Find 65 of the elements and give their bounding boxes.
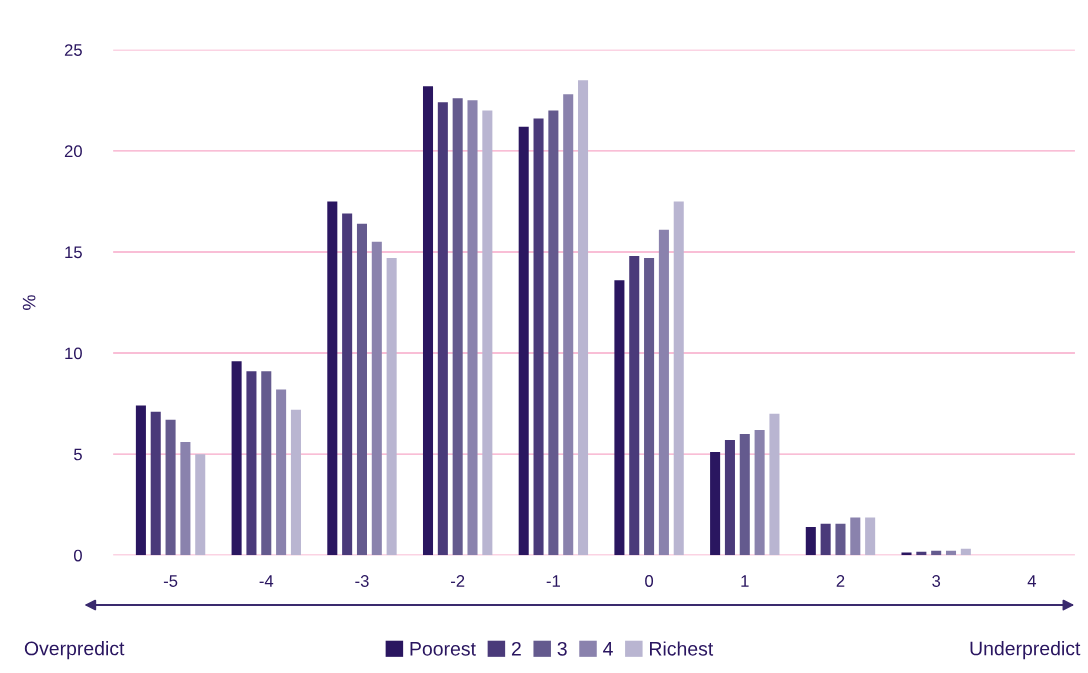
x-tick-label: 2 — [836, 575, 845, 587]
bar — [644, 258, 655, 556]
bar — [548, 110, 559, 556]
y-tick-label: 15 — [65, 246, 82, 259]
y-tick-label: 20 — [64, 145, 82, 158]
legend-label: Poorest — [410, 642, 476, 656]
x-tick-label: 1 — [741, 575, 749, 587]
bar — [754, 429, 765, 556]
bar — [356, 223, 367, 556]
bar — [533, 118, 544, 556]
bar — [246, 371, 257, 556]
bar — [865, 517, 876, 556]
bar — [482, 110, 493, 556]
bar — [658, 229, 669, 556]
bar — [422, 86, 434, 556]
text: Underpredict — [970, 641, 1081, 660]
text: Overpredict — [24, 641, 125, 660]
bar — [386, 258, 397, 556]
x-tick-label: -2 — [451, 575, 465, 587]
bar — [563, 94, 574, 556]
bar — [135, 405, 146, 556]
bar — [724, 439, 735, 556]
bar — [195, 454, 206, 556]
bar — [290, 409, 301, 556]
x-tick-label: 3 — [932, 575, 941, 587]
bar — [231, 361, 242, 556]
bar — [371, 241, 382, 556]
bar — [739, 433, 750, 556]
bar — [835, 523, 846, 556]
bar — [261, 371, 272, 556]
bar — [180, 442, 191, 556]
bar — [629, 256, 640, 556]
bar — [165, 419, 176, 556]
x-tick-label: -3 — [355, 575, 369, 587]
bar — [673, 201, 684, 556]
bar — [452, 98, 463, 556]
bar — [437, 102, 448, 556]
bar — [614, 280, 625, 556]
legend-label: 2 — [511, 641, 521, 656]
bar — [467, 100, 478, 556]
y-axis-title: % — [22, 295, 36, 310]
y-tick-label: 25 — [64, 44, 82, 57]
legend-label: Richest — [650, 641, 714, 656]
bar — [710, 452, 721, 556]
bar — [805, 526, 816, 556]
legend-label: 4 — [603, 642, 613, 656]
x-tick-label: -5 — [163, 575, 178, 587]
bar — [820, 523, 831, 556]
bar — [150, 411, 161, 556]
bar — [518, 126, 529, 556]
y-tick-label: 5 — [73, 448, 82, 461]
bar — [327, 201, 338, 556]
x-tick-label: 4 — [1027, 575, 1037, 587]
x-tick-label: -4 — [259, 575, 274, 587]
bar — [850, 517, 861, 556]
bar — [769, 413, 780, 556]
bar — [578, 80, 589, 556]
x-tick-label: -1 — [546, 575, 560, 587]
bar — [276, 389, 287, 556]
x-tick-label: 0 — [645, 575, 654, 587]
bar — [960, 548, 971, 556]
y-tick-label: 10 — [65, 347, 82, 360]
legend-label: 3 — [557, 641, 567, 656]
y-tick-label: 0 — [73, 549, 82, 562]
bar — [342, 213, 353, 556]
